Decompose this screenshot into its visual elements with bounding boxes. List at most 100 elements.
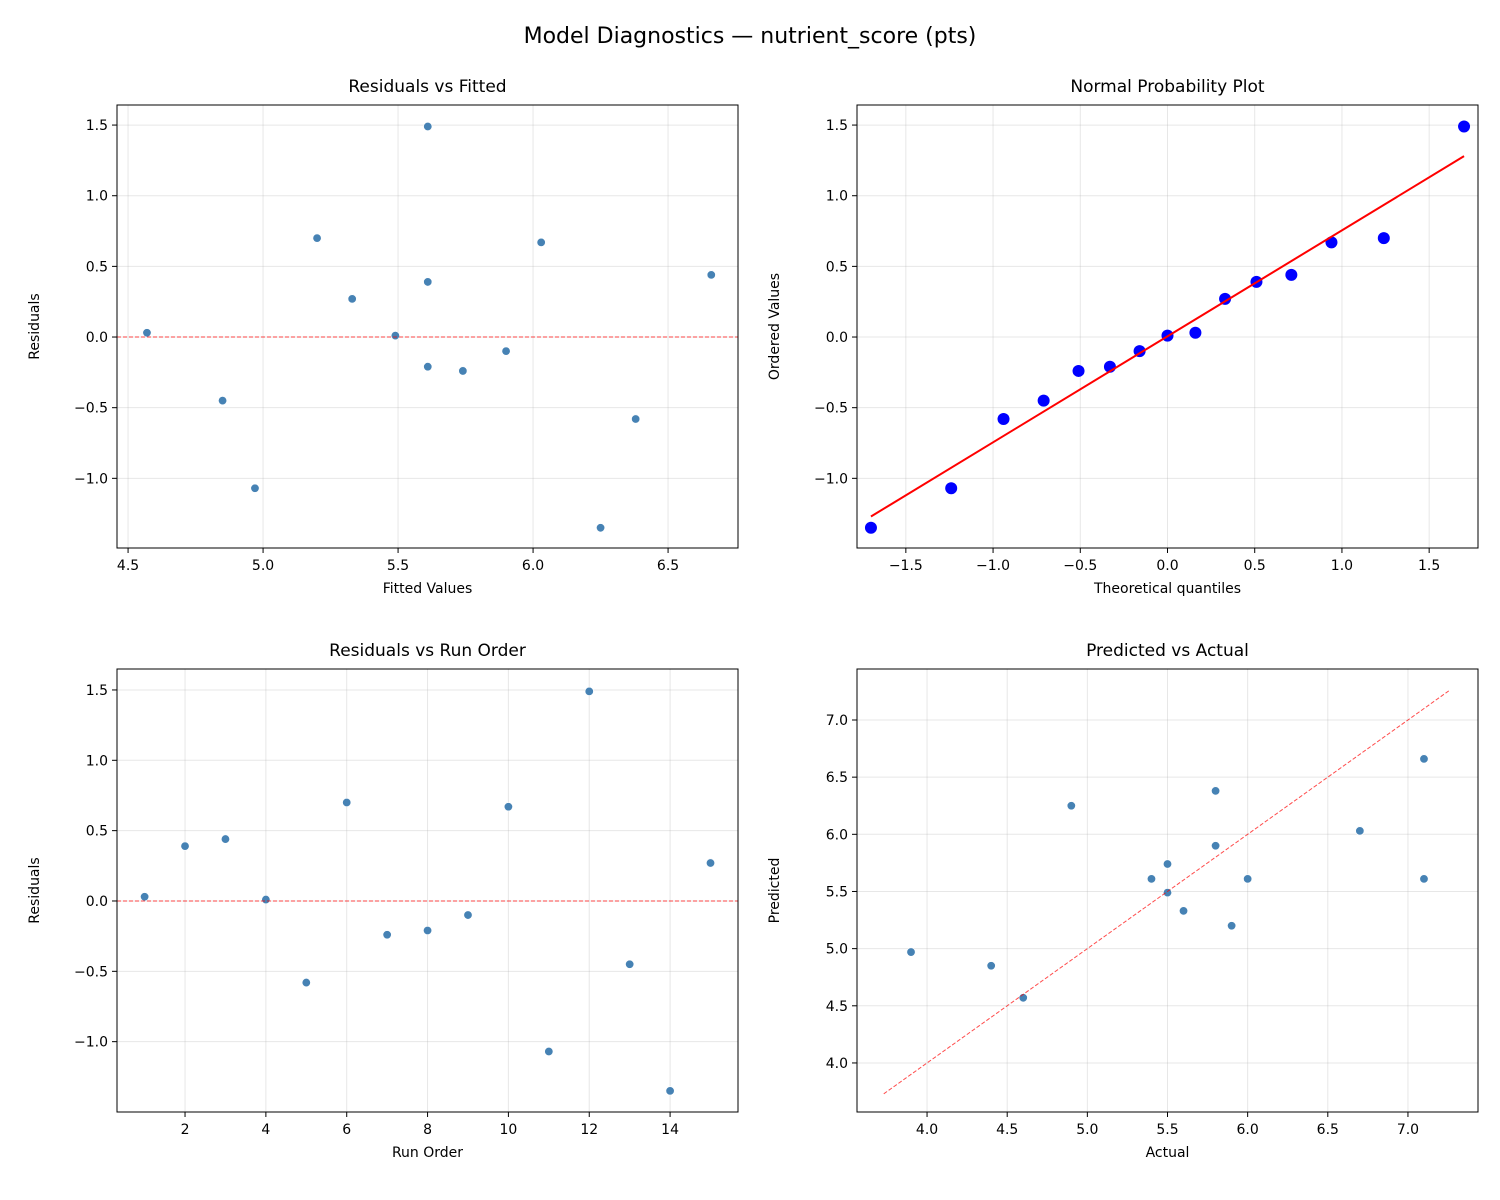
y-tick-label: 0.0 — [826, 330, 848, 346]
data-point — [906, 947, 916, 957]
data-point — [140, 892, 150, 902]
data-point — [864, 521, 877, 534]
y-axis-label: Residuals — [27, 293, 43, 359]
data-point — [997, 412, 1010, 425]
axes-frame — [116, 104, 739, 549]
data-point — [423, 121, 433, 131]
data-point — [312, 233, 322, 243]
data-points — [140, 686, 716, 1096]
axes-frame — [856, 104, 1479, 549]
y-tick-label: 5.0 — [826, 942, 848, 958]
x-tick-label: 4.5 — [996, 1122, 1018, 1138]
x-tick-label: 2 — [181, 1122, 190, 1138]
y-tick-label: 0.5 — [826, 259, 848, 275]
panel-2: −1.5 −1.0 −0.5 0.0 0.5 1.0 1.5 −1.0 −0.5 0.0 0.5 1.… — [767, 77, 1479, 597]
x-tick-label: 6.5 — [1317, 1122, 1339, 1138]
data-point — [1419, 874, 1429, 884]
y-tick-label: 1.0 — [86, 753, 108, 769]
data-point — [596, 523, 606, 533]
x-tick-label: 5.0 — [1076, 1122, 1098, 1138]
x-tick-label: 4.0 — [916, 1122, 938, 1138]
data-point — [706, 270, 716, 280]
y-tick-label: 6.5 — [826, 770, 848, 786]
data-point — [250, 483, 260, 493]
data-point — [1377, 232, 1390, 245]
x-tick-label: 1.5 — [1418, 558, 1440, 574]
data-point — [544, 1047, 554, 1057]
y-tick-label: 6.0 — [826, 827, 848, 843]
x-axis-label: Run Order — [392, 1145, 463, 1161]
x-tick-label: 12 — [580, 1122, 598, 1138]
data-point — [1219, 292, 1232, 305]
fit-line — [870, 155, 1465, 518]
data-point — [220, 834, 230, 844]
y-tick-label: 0.0 — [86, 330, 108, 346]
data-point — [390, 331, 400, 341]
x-tick-label: 6.0 — [522, 558, 544, 574]
panel-3: 2 4 6 8 10 12 14 −1.0 −0.5 0.0 0.5 1.0 1.5 Residuals … — [27, 641, 739, 1161]
data-point — [1243, 874, 1253, 884]
x-tick-label: −1.5 — [889, 558, 923, 574]
data-point — [1419, 754, 1429, 764]
data-point — [423, 926, 433, 936]
data-point — [1458, 120, 1471, 133]
identity-reference-line — [883, 689, 1450, 1095]
data-point — [1189, 326, 1202, 339]
x-tick-label: 6.5 — [657, 558, 679, 574]
x-axis-label: Fitted Values — [383, 581, 473, 597]
data-point — [342, 798, 352, 808]
data-point — [1037, 394, 1050, 407]
data-point — [463, 910, 473, 920]
x-tick-label: 1.0 — [1331, 558, 1353, 574]
y-axis-label: Ordered Values — [767, 273, 783, 380]
figure-title: Model Diagnostics — nutrient_score (pts) — [524, 24, 977, 49]
y-tick-label: −0.5 — [814, 401, 848, 417]
y-tick-label: 4.5 — [826, 999, 848, 1015]
y-tick-label: 0.0 — [86, 894, 108, 910]
y-tick-label: 1.5 — [826, 118, 848, 134]
y-tick-label: −1.0 — [814, 471, 848, 487]
axes-frame — [116, 668, 739, 1113]
data-point — [625, 959, 635, 969]
data-point — [1211, 841, 1221, 851]
data-point — [261, 895, 271, 905]
data-point — [382, 930, 392, 940]
data-point — [665, 1086, 675, 1096]
data-point — [301, 978, 311, 988]
data-point — [1179, 906, 1189, 916]
y-tick-label: −1.0 — [74, 1035, 108, 1051]
panel-4: 4.0 4.5 5.0 5.5 6.0 6.5 7.0 4.0 4.5 5.0 5.5 6.0 6.5 7… — [767, 641, 1479, 1161]
x-tick-label: 5.0 — [252, 558, 274, 574]
data-point — [1066, 801, 1076, 811]
data-point — [1355, 826, 1365, 836]
y-tick-label: −0.5 — [74, 964, 108, 980]
x-tick-label: 5.5 — [387, 558, 409, 574]
data-points — [864, 120, 1471, 534]
y-axis-label: Predicted — [767, 858, 783, 924]
x-axis-label: Actual — [1146, 1145, 1190, 1161]
y-tick-label: 1.0 — [826, 189, 848, 205]
data-point — [584, 686, 594, 696]
panel-title: Residuals vs Fitted — [348, 77, 506, 97]
y-tick-label: 1.5 — [86, 683, 108, 699]
data-point — [1146, 874, 1156, 884]
data-point — [631, 414, 641, 424]
y-tick-label: 7.0 — [826, 713, 848, 729]
x-tick-label: 10 — [499, 1122, 517, 1138]
x-tick-label: 6 — [342, 1122, 351, 1138]
y-tick-label: 1.0 — [86, 189, 108, 205]
data-point — [986, 961, 996, 971]
data-point — [1163, 859, 1173, 869]
data-point — [503, 802, 513, 812]
y-tick-label: 0.5 — [86, 259, 108, 275]
y-axis-label: Residuals — [27, 857, 43, 923]
x-tick-label: 5.5 — [1156, 1122, 1178, 1138]
data-point — [706, 858, 716, 868]
data-point — [1285, 268, 1298, 281]
data-point — [180, 841, 190, 851]
x-tick-label: 14 — [661, 1122, 679, 1138]
panel-title: Predicted vs Actual — [1086, 641, 1249, 661]
data-point — [142, 328, 152, 338]
data-point — [458, 366, 468, 376]
x-tick-label: −0.5 — [1063, 558, 1097, 574]
